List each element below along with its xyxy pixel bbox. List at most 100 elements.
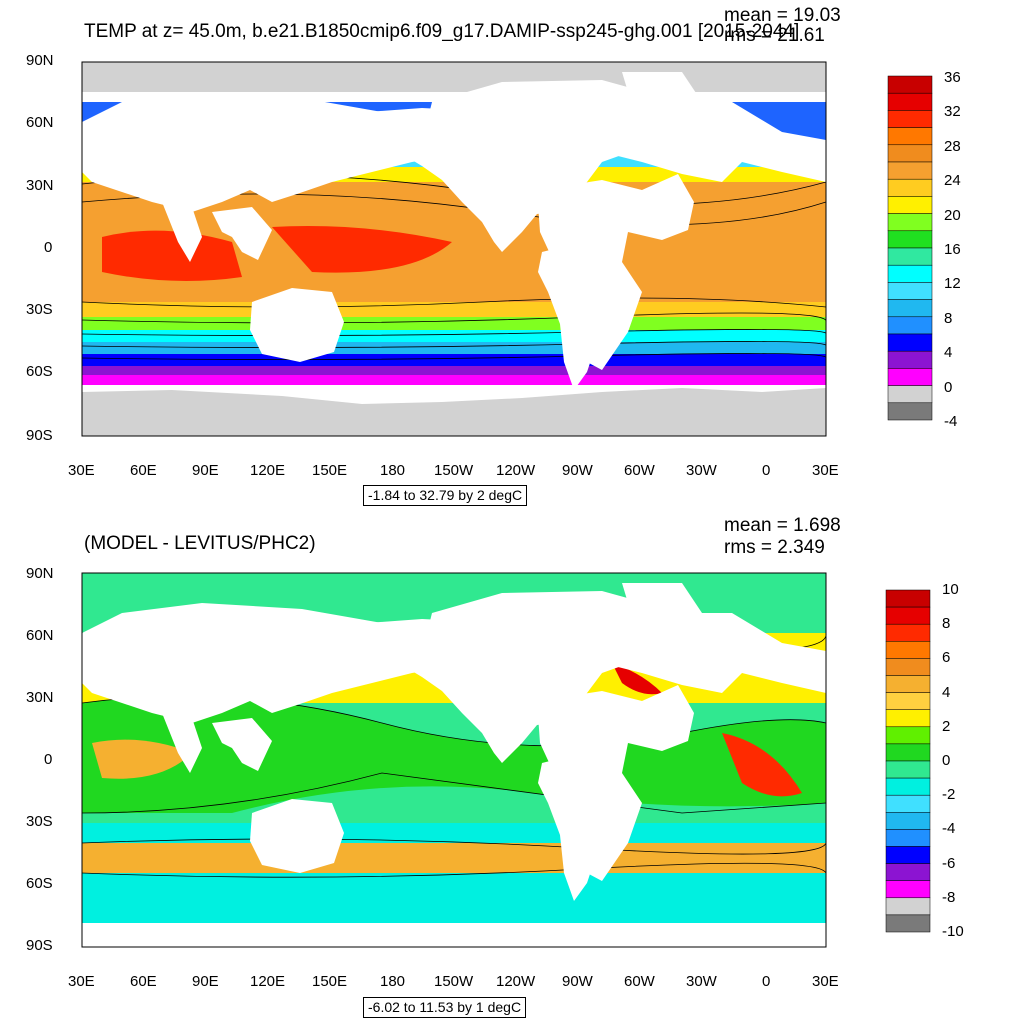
colorbar-swatch <box>885 863 931 881</box>
colorbar-swatch <box>885 846 931 864</box>
colorbar-swatch <box>887 196 933 214</box>
colorbar-swatch <box>887 316 933 335</box>
p1-lat-label: 90S <box>26 427 53 444</box>
colorbar-label: -2 <box>942 786 956 804</box>
p2-lat-label: 30S <box>26 813 53 830</box>
p1-lon-label: 30E <box>812 462 839 479</box>
bias-equatorial <box>82 696 826 813</box>
colorbar-label: -4 <box>944 413 958 430</box>
band-south-8 <box>82 342 826 354</box>
p2-lon-label: 120E <box>250 973 286 990</box>
p2-lat-label: 60N <box>26 627 54 644</box>
colorbar-label: 6 <box>942 649 951 667</box>
colorbar-label: 4 <box>944 344 953 362</box>
colorbar-swatch <box>887 92 933 111</box>
p2-colorbar <box>885 589 931 933</box>
panel-2-rms: rms = 2.349 <box>724 537 825 558</box>
p2-lon-label: 30W <box>686 973 717 990</box>
p1-lon-label: 90E <box>192 462 219 479</box>
map-frame <box>81 572 827 948</box>
panel-2-mean: mean = 1.698 <box>724 515 841 536</box>
colorbar-swatch <box>887 264 933 283</box>
p2-lon-label: 60E <box>130 973 157 990</box>
colorbar-swatch <box>885 880 931 899</box>
p2-lat-label: 0 <box>44 751 53 768</box>
colorbar-swatch <box>885 760 931 779</box>
colorbar-label: 28 <box>944 137 961 155</box>
bias-south-warm <box>82 843 826 873</box>
colorbar-swatch <box>885 641 931 659</box>
colorbar-swatch <box>885 709 931 728</box>
colorbar-label: 24 <box>944 172 961 190</box>
p1-colorbar <box>887 75 933 421</box>
p1-lon-label: 30W <box>686 462 717 479</box>
p1-lat-label: 60S <box>26 363 53 380</box>
colorbar-label: -4 <box>942 820 956 838</box>
p2-range-label: -6.02 to 11.53 by 1 degC <box>363 997 527 1019</box>
colorbar-label: 12 <box>944 275 961 293</box>
colorbar-label: 32 <box>944 103 961 121</box>
colorbar-swatch <box>885 658 931 676</box>
p1-lat-label: 0 <box>44 239 53 256</box>
colorbar-label: 4 <box>942 683 951 701</box>
colorbar-label: 0 <box>944 378 953 396</box>
panel-1-mean: mean = 19.03 <box>724 5 841 26</box>
band-arctic <box>82 62 826 92</box>
colorbar-swatch <box>885 914 931 933</box>
p1-lon-label: 120E <box>250 462 286 479</box>
colorbar-swatch <box>887 299 933 318</box>
p1-range-label: -1.84 to 32.79 by 2 degC <box>363 485 528 507</box>
colorbar-label: 10 <box>942 581 959 598</box>
p2-lon-label: 60W <box>624 973 655 990</box>
band-south-16 <box>82 317 826 331</box>
colorbar-swatch <box>885 743 931 762</box>
panel-2-map <box>81 572 827 948</box>
colorbar-swatch <box>885 692 931 710</box>
colorbar-swatch <box>885 623 931 642</box>
band-south-0 <box>82 375 826 385</box>
colorbar-swatch <box>885 777 931 796</box>
colorbar-swatch <box>887 127 933 146</box>
colorbar-swatch <box>887 333 933 352</box>
colorbar-swatch <box>885 726 931 745</box>
band-south-4 <box>82 354 826 366</box>
p1-lat-label: 30S <box>26 301 53 318</box>
warm-pool-pacific <box>272 226 452 273</box>
colorbar-label: 16 <box>944 241 961 258</box>
colorbar-swatch <box>885 829 931 847</box>
bias-indian-warm <box>92 739 192 779</box>
p2-lon-label: 180 <box>380 973 406 990</box>
p1-lon-label: 90W <box>562 462 593 479</box>
colorbar-swatch <box>887 368 933 386</box>
colorbar-swatch <box>887 75 933 94</box>
colorbar-label: -8 <box>942 888 956 906</box>
colorbar-label: -10 <box>942 923 964 940</box>
colorbar-swatch <box>885 897 931 916</box>
colorbar-swatch <box>887 282 933 300</box>
warm-pool-indian <box>102 230 242 281</box>
colorbar-label: 8 <box>942 615 951 633</box>
band-south-2 <box>82 366 826 376</box>
p2-lat-label: 90S <box>26 937 53 954</box>
colorbar-label: 8 <box>944 309 953 327</box>
p2-lon-label: 90W <box>562 973 593 990</box>
colorbar-swatch <box>887 350 933 369</box>
p2-lat-label: 90N <box>26 565 54 582</box>
p1-lon-label: 60E <box>130 462 157 479</box>
p1-lon-label: 150W <box>434 462 474 479</box>
colorbar-label: 2 <box>942 717 951 735</box>
bias-benguela-warm <box>722 733 802 797</box>
colorbar-label: 36 <box>944 69 961 86</box>
colorbar-swatch <box>887 178 933 197</box>
p1-lat-label: 60N <box>26 114 54 131</box>
map-frame <box>81 61 827 437</box>
colorbar-swatch <box>885 794 931 813</box>
panel-1-map <box>81 61 827 437</box>
colorbar-swatch <box>887 110 933 128</box>
p1-lon-label: 120W <box>496 462 536 479</box>
colorbar-swatch <box>885 589 931 608</box>
p2-lon-label: 120W <box>496 973 536 990</box>
antarctica-mask <box>82 923 826 947</box>
colorbar-swatch <box>887 402 933 421</box>
colorbar-swatch <box>887 213 933 232</box>
